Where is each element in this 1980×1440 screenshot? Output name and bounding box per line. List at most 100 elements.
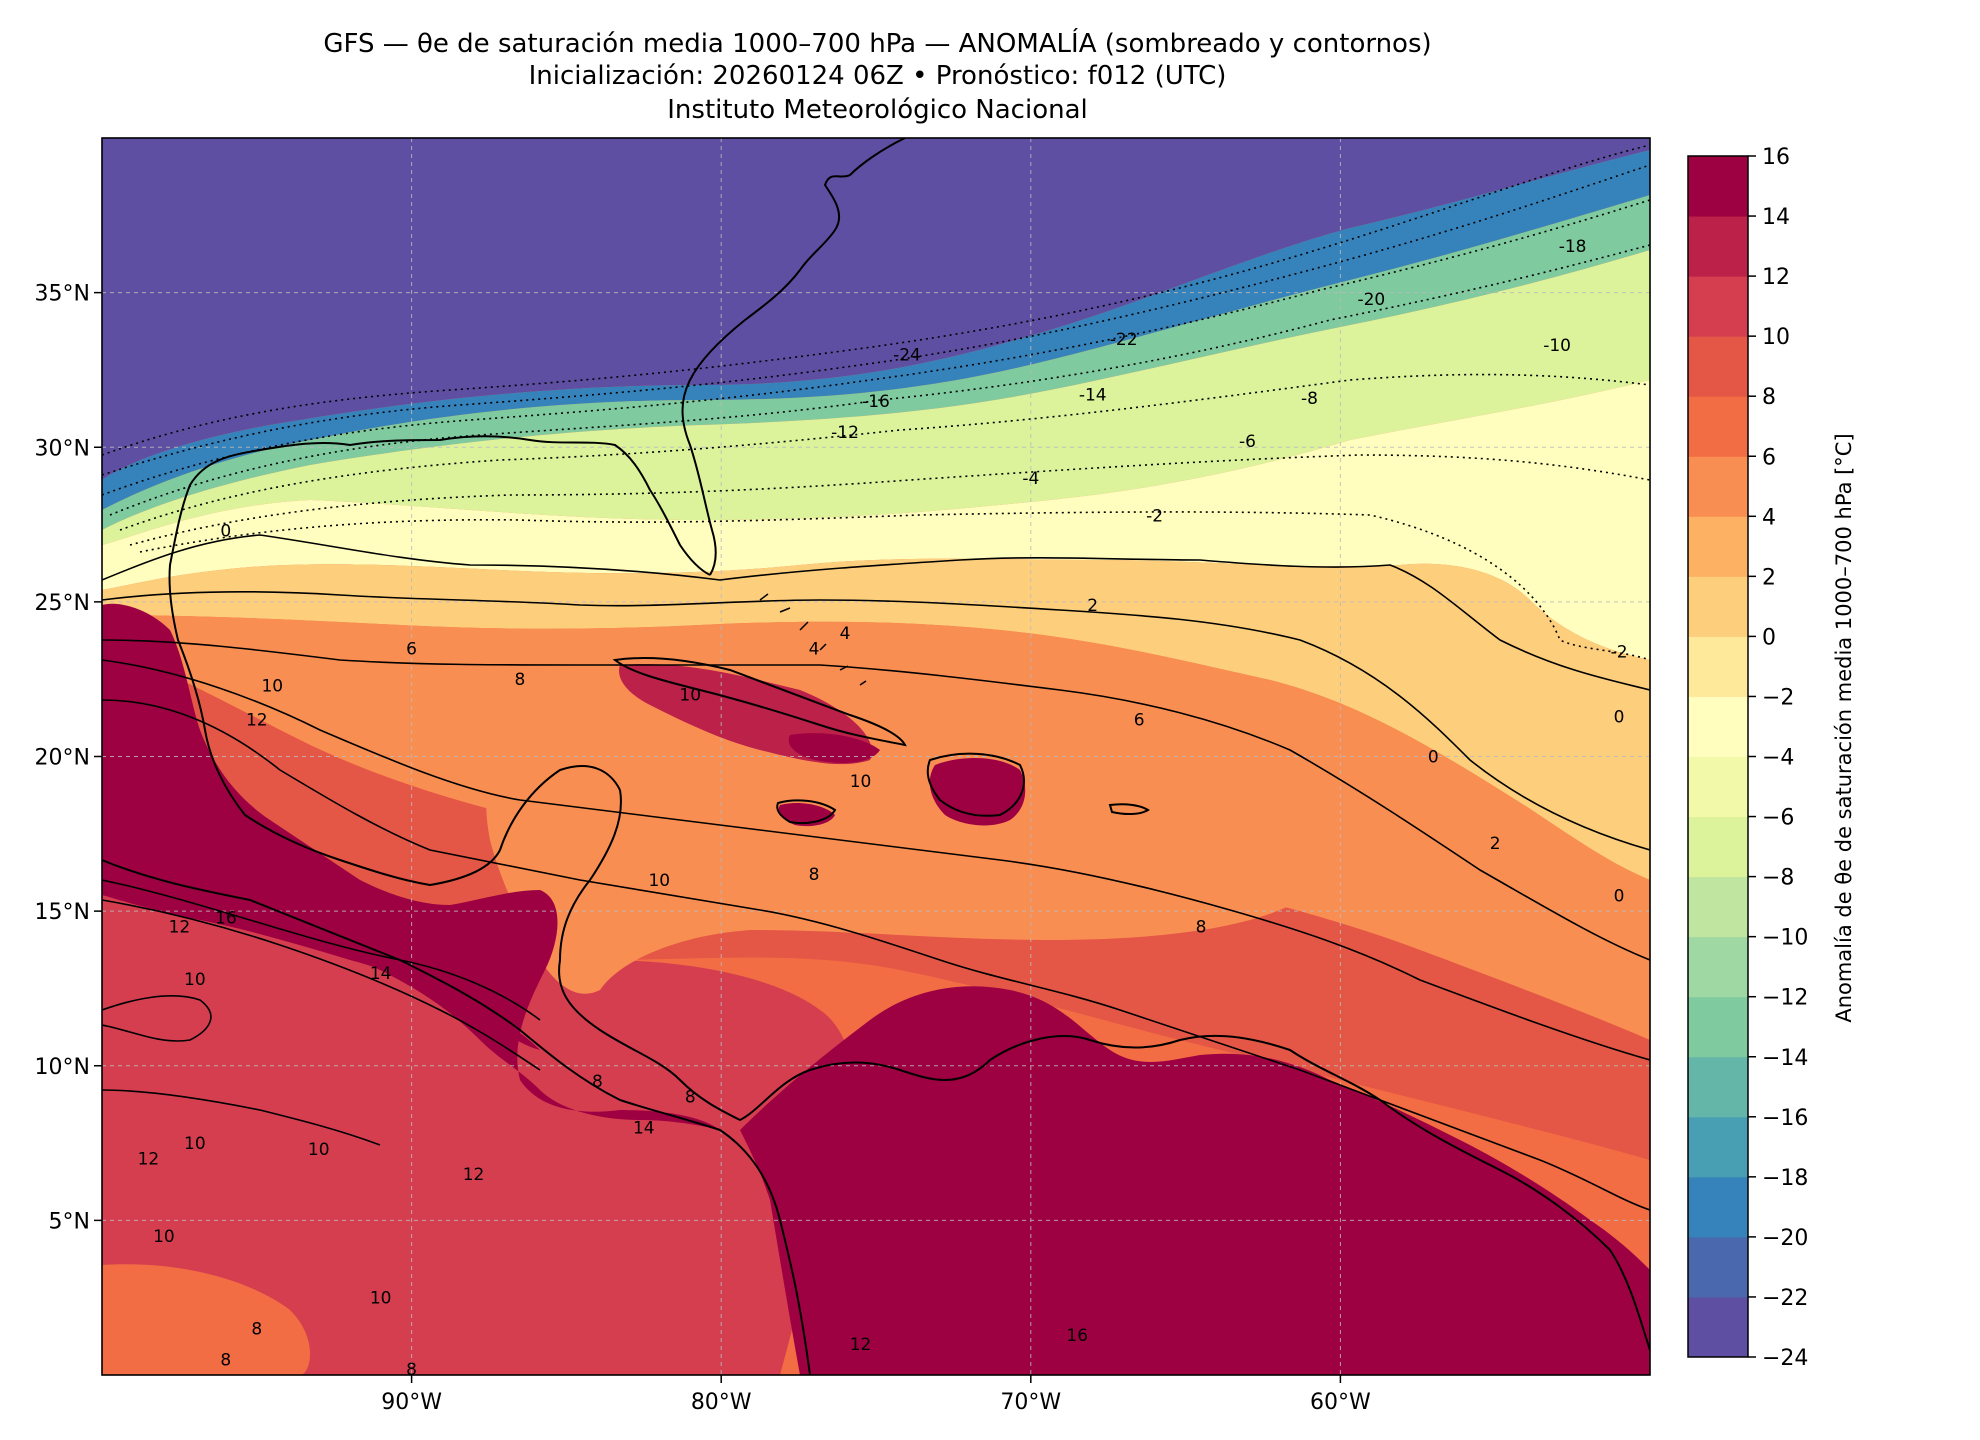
contour-label-9: -6 bbox=[1239, 432, 1256, 452]
colorbar-segment-16 bbox=[1688, 336, 1748, 397]
longitude-axis: 90°W 80°W 70°W 60°W bbox=[381, 1375, 1371, 1415]
colorbar-segment-7 bbox=[1688, 876, 1748, 938]
contour-label-40: 12 bbox=[246, 710, 268, 730]
lightorange-anomaly-band bbox=[102, 558, 1650, 880]
contour-label-16: 0 bbox=[1614, 887, 1625, 907]
contour-label-28: 8 bbox=[251, 1320, 262, 1340]
colorbar-segment-9 bbox=[1688, 756, 1748, 818]
contour-label-24: 8 bbox=[809, 865, 820, 885]
lon-tick-label-1: 80°W bbox=[691, 1390, 752, 1415]
contour-label-8: -8 bbox=[1301, 389, 1318, 409]
contour-label-42: 12 bbox=[138, 1150, 160, 1170]
colorbar-tick-label-18: −20 bbox=[1762, 1226, 1808, 1251]
contour-label-33: 10 bbox=[850, 772, 872, 792]
cuba-coastline bbox=[612, 657, 907, 747]
colorbar-segment-11 bbox=[1688, 636, 1748, 697]
colorbar-segment-12 bbox=[1688, 576, 1748, 637]
contour-minus24 bbox=[102, 144, 1650, 456]
lon-tick-label-3: 60°W bbox=[1310, 1390, 1371, 1415]
colorbar-segment-17 bbox=[1688, 276, 1748, 337]
us-east-coastline bbox=[681, 138, 906, 576]
lat-tick-label-2: 25°N bbox=[35, 591, 90, 616]
lat-tick-label-0: 35°N bbox=[35, 282, 90, 307]
contour-label-44: 12 bbox=[850, 1335, 872, 1355]
contour-label-21: 6 bbox=[406, 639, 417, 659]
contour-label-15: 0 bbox=[1428, 748, 1439, 768]
colorbar-tick-label-7: 2 bbox=[1762, 565, 1776, 590]
contour-label-6: -12 bbox=[831, 423, 859, 443]
contour-label-7: -10 bbox=[1543, 336, 1571, 356]
puerto-rico-coastline bbox=[1108, 803, 1150, 816]
contour-label-29: 8 bbox=[220, 1351, 231, 1371]
colorbar-tick-label-4: 8 bbox=[1762, 385, 1776, 410]
colorbar-tick-label-14: −12 bbox=[1762, 986, 1808, 1011]
contour-label-36: 10 bbox=[184, 1134, 206, 1154]
map-panel bbox=[102, 138, 1650, 1375]
contour-ten bbox=[102, 699, 1650, 1211]
pacific-warmest-band bbox=[102, 855, 540, 1050]
contour-label-3: -18 bbox=[1559, 237, 1587, 257]
cuba-east-warm-patch bbox=[788, 733, 880, 763]
lightgreen-anomaly-band bbox=[102, 250, 1650, 545]
colorbar-segment-8 bbox=[1688, 816, 1748, 878]
colorbar-tick-label-20: −24 bbox=[1762, 1346, 1808, 1371]
lat-tick-label-1: 30°N bbox=[35, 436, 90, 461]
cold-anomaly-band bbox=[102, 138, 1650, 480]
contour-label-45: 14 bbox=[370, 964, 392, 984]
contour-label-34: 10 bbox=[648, 871, 670, 891]
contour-label-32: 10 bbox=[679, 686, 701, 706]
colorbar-tick-label-16: −16 bbox=[1762, 1106, 1808, 1131]
caribbean-orange-pool bbox=[486, 702, 1300, 994]
pacific-warm-zone bbox=[102, 870, 854, 1375]
colorbar-tick-label-13: −10 bbox=[1762, 926, 1808, 951]
contour-label-47: 16 bbox=[215, 908, 237, 928]
colorbar-tick-label-19: −22 bbox=[1762, 1286, 1808, 1311]
contour-twelve-pacific bbox=[102, 1089, 381, 1146]
map-graticule bbox=[102, 138, 1650, 1375]
contour-label-30: 8 bbox=[406, 1360, 417, 1380]
colorbar-segment-15 bbox=[1688, 396, 1748, 457]
colorbar-tick-label-10: −4 bbox=[1762, 746, 1794, 771]
colorbar-tick-label-8: 0 bbox=[1762, 625, 1776, 650]
contour-label-46: 14 bbox=[633, 1119, 655, 1139]
colorbar-tick-label-2: 12 bbox=[1762, 265, 1790, 290]
colorbar-segment-13 bbox=[1688, 516, 1748, 577]
colorbar-segment-18 bbox=[1688, 216, 1748, 277]
colorbar-tick-label-5: 6 bbox=[1762, 445, 1776, 470]
contour-twelve bbox=[102, 879, 541, 1021]
colorbar: 16 14 12 10 8 6 4 2 0 −2 −4 −6 −8 −10 −12 −14 −16 −18 −20 −… bbox=[1687, 145, 1808, 1371]
contour-label-2: -20 bbox=[1357, 290, 1385, 310]
contour-label-20: 4 bbox=[809, 639, 820, 659]
colorbar-segment-1 bbox=[1688, 1236, 1748, 1298]
colorbar-segment-0 bbox=[1688, 1296, 1748, 1358]
central-america-coastline bbox=[558, 789, 1650, 1351]
colorbar-segment-19 bbox=[1688, 156, 1748, 217]
lat-tick-label-6: 5°N bbox=[49, 1209, 90, 1234]
colorbar-segment-4 bbox=[1688, 1056, 1748, 1118]
contour-six bbox=[102, 639, 1650, 961]
mexico-warm-zone bbox=[102, 603, 720, 1130]
colorbar-tick-label-3: 10 bbox=[1762, 325, 1790, 350]
coastlines bbox=[102, 138, 1650, 1375]
colorbar-tick-label-9: −2 bbox=[1762, 685, 1794, 710]
contour-label-43: 12 bbox=[463, 1165, 485, 1185]
lon-tick-label-0: 90°W bbox=[381, 1390, 442, 1415]
contour-label-25: 8 bbox=[1196, 918, 1207, 938]
central-america-pacific-coastline bbox=[102, 859, 811, 1375]
colorbar-label: Anomalía de θe de saturación media 1000–… bbox=[1832, 433, 1856, 1022]
hispaniola-coastline bbox=[926, 752, 1025, 817]
contour-label-5: -14 bbox=[1079, 386, 1107, 406]
contour-label-12: -2 bbox=[1611, 642, 1628, 662]
contour-minus2 bbox=[139, 511, 1650, 661]
colorbar-tick-label-12: −8 bbox=[1762, 866, 1794, 891]
contour-zero bbox=[102, 534, 1650, 691]
contour-label-14: 0 bbox=[1614, 707, 1625, 727]
contour-label-18: 2 bbox=[1490, 834, 1501, 854]
colorbar-segment-6 bbox=[1688, 936, 1748, 998]
contour-label-19: 4 bbox=[840, 624, 851, 644]
colorbar-segment-10 bbox=[1688, 696, 1748, 757]
map-title-line-3: Instituto Meteorológico Nacional bbox=[667, 95, 1088, 125]
contour-label-27: 8 bbox=[685, 1088, 696, 1108]
paleyellow-anomaly-band bbox=[102, 380, 1650, 660]
